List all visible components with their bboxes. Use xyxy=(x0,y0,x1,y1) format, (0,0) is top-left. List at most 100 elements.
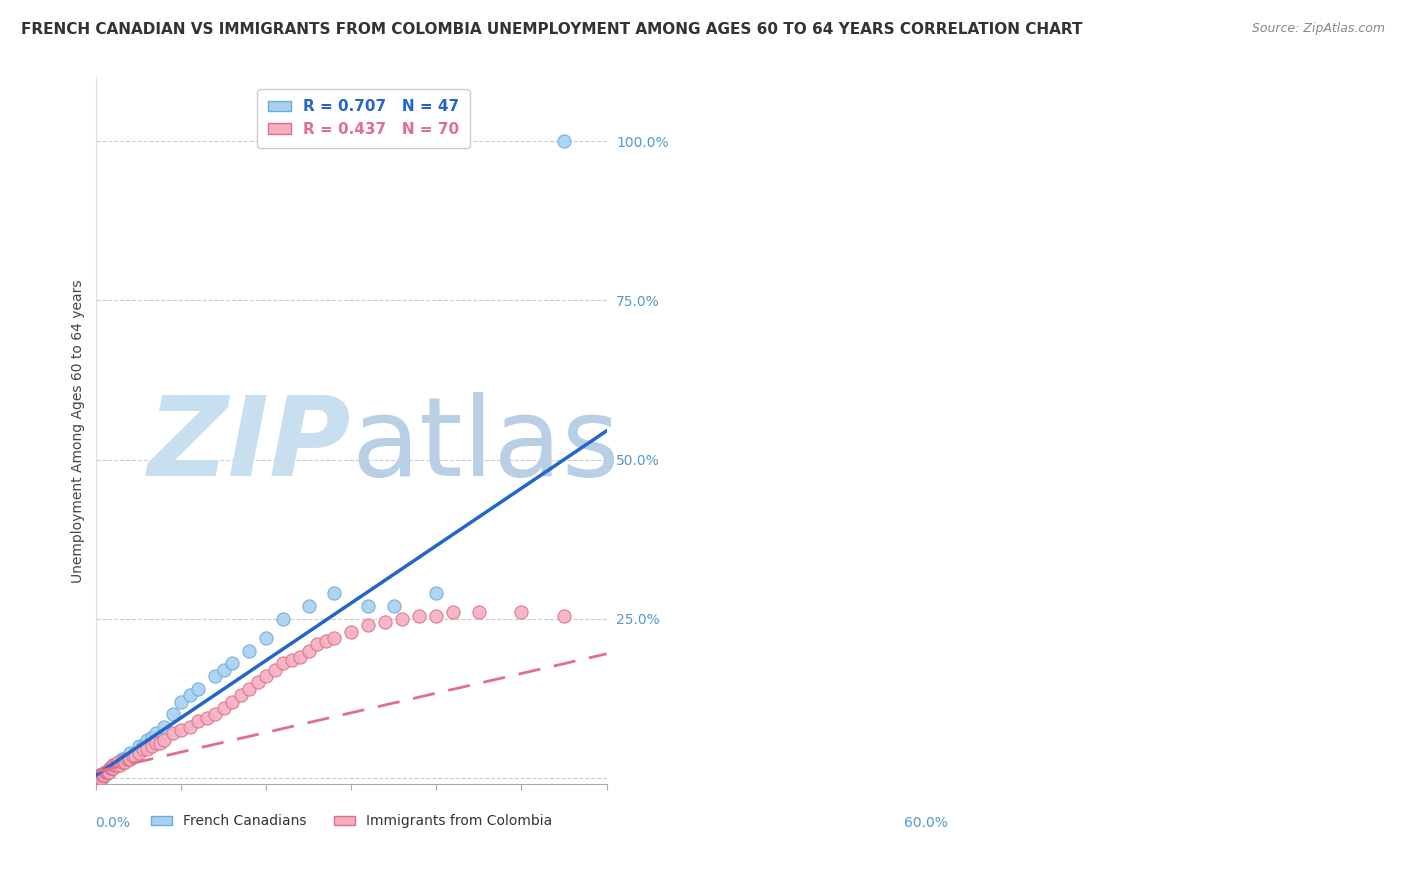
Legend: French Canadians, Immigrants from Colombia: French Canadians, Immigrants from Colomb… xyxy=(145,809,558,834)
Text: ZIP: ZIP xyxy=(148,392,352,499)
Point xyxy=(391,612,413,626)
Point xyxy=(149,736,172,750)
Point xyxy=(103,758,125,772)
Point xyxy=(122,748,145,763)
Point xyxy=(145,736,167,750)
Point xyxy=(91,768,114,782)
Point xyxy=(136,732,159,747)
Point xyxy=(179,688,201,702)
Point xyxy=(90,768,112,782)
Text: 60.0%: 60.0% xyxy=(904,816,948,830)
Text: atlas: atlas xyxy=(352,392,620,499)
Point xyxy=(170,723,193,738)
Point xyxy=(128,746,150,760)
Point xyxy=(323,631,346,645)
Point xyxy=(141,739,163,754)
Point xyxy=(187,681,209,696)
Point xyxy=(204,707,226,722)
Point xyxy=(246,675,269,690)
Point xyxy=(553,608,575,623)
Point xyxy=(298,643,321,657)
Point xyxy=(89,768,111,782)
Point xyxy=(298,599,321,613)
Point xyxy=(94,764,117,779)
Point xyxy=(264,663,287,677)
Point xyxy=(153,732,176,747)
Point xyxy=(204,669,226,683)
Point xyxy=(112,752,135,766)
Point xyxy=(128,739,150,754)
Point xyxy=(141,730,163,744)
Point xyxy=(91,768,114,782)
Point xyxy=(94,764,117,779)
Point xyxy=(98,762,121,776)
Point xyxy=(100,762,122,776)
Point xyxy=(90,771,112,785)
Point xyxy=(94,764,117,779)
Point xyxy=(100,762,122,776)
Point xyxy=(179,720,201,734)
Point xyxy=(107,758,129,772)
Point xyxy=(120,752,142,766)
Point xyxy=(87,768,110,782)
Point xyxy=(273,657,295,671)
Point xyxy=(115,752,138,766)
Point xyxy=(96,764,118,779)
Point xyxy=(87,771,110,785)
Point xyxy=(357,618,380,632)
Point xyxy=(132,739,155,754)
Point xyxy=(105,758,128,772)
Point xyxy=(111,755,134,769)
Point xyxy=(468,606,491,620)
Point xyxy=(96,764,118,779)
Point xyxy=(118,752,141,766)
Point xyxy=(221,695,243,709)
Point xyxy=(221,657,243,671)
Point xyxy=(170,695,193,709)
Point xyxy=(86,771,108,785)
Point xyxy=(281,653,304,667)
Point xyxy=(357,599,380,613)
Text: Source: ZipAtlas.com: Source: ZipAtlas.com xyxy=(1251,22,1385,36)
Point xyxy=(315,634,337,648)
Point xyxy=(107,755,129,769)
Point xyxy=(87,771,110,785)
Point xyxy=(273,612,295,626)
Text: 0.0%: 0.0% xyxy=(96,816,131,830)
Point xyxy=(132,742,155,756)
Point xyxy=(91,768,114,782)
Point xyxy=(86,771,108,785)
Point xyxy=(101,762,124,776)
Point xyxy=(118,752,141,766)
Point xyxy=(238,681,260,696)
Point xyxy=(443,606,465,620)
Point xyxy=(111,752,134,766)
Point xyxy=(98,764,121,779)
Point xyxy=(290,650,312,665)
Point xyxy=(91,771,114,785)
Point xyxy=(90,771,112,785)
Point xyxy=(97,764,120,779)
Point xyxy=(425,586,447,600)
Point xyxy=(153,720,176,734)
Point xyxy=(108,758,131,772)
Point xyxy=(187,714,209,728)
Point xyxy=(374,615,396,629)
Point xyxy=(229,688,252,702)
Point xyxy=(104,758,127,772)
Y-axis label: Unemployment Among Ages 60 to 64 years: Unemployment Among Ages 60 to 64 years xyxy=(72,279,86,582)
Text: FRENCH CANADIAN VS IMMIGRANTS FROM COLOMBIA UNEMPLOYMENT AMONG AGES 60 TO 64 YEA: FRENCH CANADIAN VS IMMIGRANTS FROM COLOM… xyxy=(21,22,1083,37)
Point xyxy=(114,755,136,769)
Point xyxy=(104,758,127,772)
Point xyxy=(90,768,112,782)
Point xyxy=(124,748,146,763)
Point xyxy=(100,762,122,776)
Point xyxy=(112,755,135,769)
Point xyxy=(510,606,533,620)
Point xyxy=(162,707,184,722)
Point xyxy=(254,669,277,683)
Point xyxy=(238,643,260,657)
Point xyxy=(86,771,108,785)
Point xyxy=(93,768,115,782)
Point xyxy=(94,768,117,782)
